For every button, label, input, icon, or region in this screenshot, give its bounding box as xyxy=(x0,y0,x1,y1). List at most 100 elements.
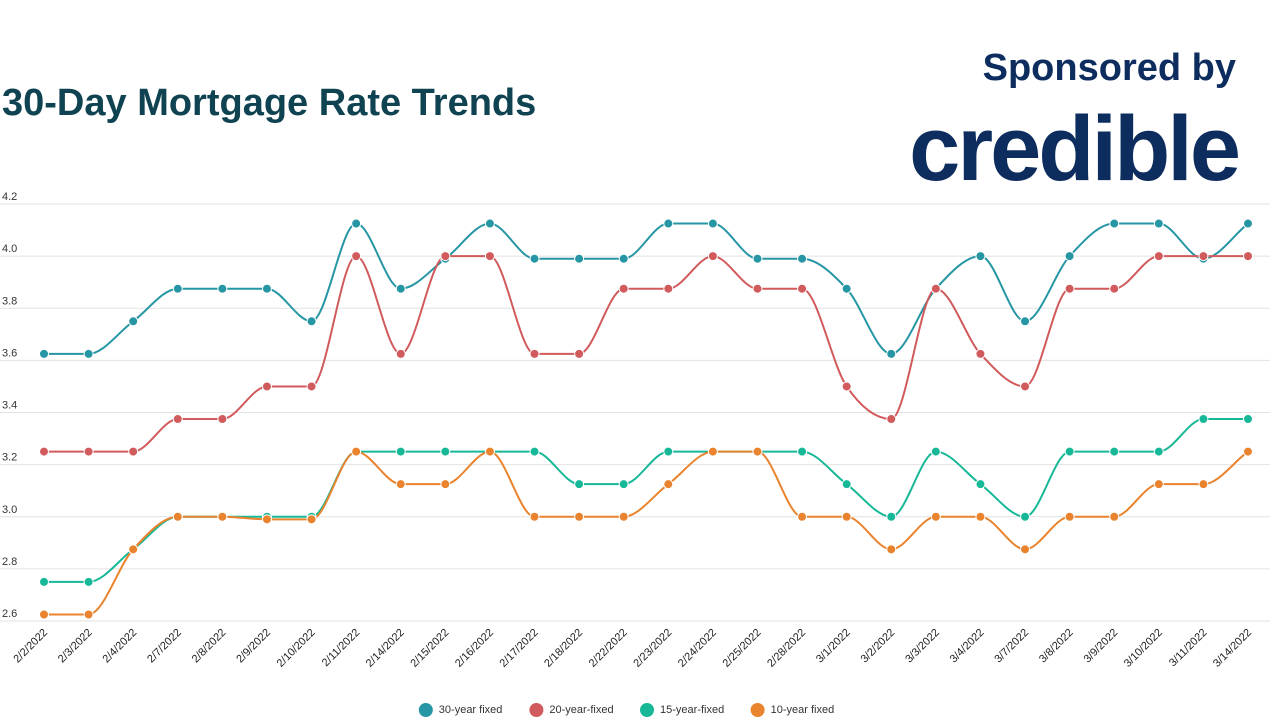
data-point xyxy=(351,446,362,457)
data-point xyxy=(306,514,317,525)
data-point xyxy=(484,251,495,262)
data-point xyxy=(39,348,49,359)
data-point xyxy=(261,381,272,392)
data-point xyxy=(217,283,228,294)
y-tick-label: 3.6 xyxy=(2,347,17,359)
series-line xyxy=(44,450,1249,616)
x-tick-label: 2/16/2022 xyxy=(453,627,496,670)
data-point xyxy=(886,544,897,555)
data-point xyxy=(1064,251,1075,262)
data-point xyxy=(752,283,763,294)
legend-label: 20-year-fixed xyxy=(549,704,613,716)
data-point xyxy=(395,283,406,294)
x-tick-label: 3/7/2022 xyxy=(992,627,1031,666)
x-tick-label: 2/9/2022 xyxy=(234,627,273,666)
data-point xyxy=(797,283,808,294)
data-point xyxy=(172,283,183,294)
data-point xyxy=(618,511,629,522)
data-point xyxy=(529,348,540,359)
legend-marker xyxy=(750,703,765,717)
data-point xyxy=(39,609,49,620)
chart-title: 30-Day Mortgage Rate Trends xyxy=(2,82,536,124)
data-point xyxy=(529,446,540,457)
data-point xyxy=(1198,414,1209,425)
data-point xyxy=(395,479,406,490)
series-line xyxy=(44,418,1248,583)
data-point xyxy=(529,253,540,264)
data-point xyxy=(797,253,808,264)
data-point xyxy=(440,251,451,262)
y-tick-label: 3.0 xyxy=(2,504,17,516)
data-point xyxy=(752,446,763,457)
x-tick-label: 3/4/2022 xyxy=(948,627,987,666)
y-tick-label: 4.2 xyxy=(2,191,17,203)
data-point xyxy=(707,218,718,229)
x-tick-label: 3/1/2022 xyxy=(814,627,853,666)
data-point xyxy=(841,479,852,490)
data-point xyxy=(975,511,986,522)
data-point xyxy=(1020,544,1031,555)
x-tick-label: 3/8/2022 xyxy=(1037,627,1076,666)
data-point xyxy=(395,446,406,457)
legend-marker xyxy=(418,703,433,717)
data-point xyxy=(1020,511,1031,522)
data-point xyxy=(1109,283,1120,294)
data-point xyxy=(128,446,139,457)
data-point xyxy=(574,479,585,490)
data-point xyxy=(1020,316,1031,327)
data-point xyxy=(1109,218,1120,229)
x-tick-label: 2/24/2022 xyxy=(676,627,719,670)
data-point xyxy=(172,511,183,522)
y-tick-label: 2.6 xyxy=(2,608,17,620)
data-point xyxy=(663,479,674,490)
data-point xyxy=(886,348,897,359)
x-tick-label: 3/14/2022 xyxy=(1211,627,1254,670)
legend-label: 10-year fixed xyxy=(771,704,835,716)
data-point xyxy=(1153,446,1164,457)
x-tick-label: 2/4/2022 xyxy=(101,627,140,666)
data-point xyxy=(1243,446,1253,457)
x-tick-label: 2/22/2022 xyxy=(587,627,630,670)
data-point xyxy=(1020,381,1031,392)
data-point xyxy=(975,348,986,359)
data-point xyxy=(841,283,852,294)
data-point xyxy=(529,511,540,522)
data-point xyxy=(1198,251,1209,262)
data-point xyxy=(618,479,629,490)
data-point xyxy=(1243,251,1253,262)
data-point xyxy=(440,479,451,490)
y-tick-label: 4.0 xyxy=(2,243,17,255)
data-point xyxy=(707,251,718,262)
data-point xyxy=(663,283,674,294)
data-point xyxy=(841,511,852,522)
data-point xyxy=(1153,479,1164,490)
y-tick-label: 3.8 xyxy=(2,295,17,307)
data-point xyxy=(886,414,897,425)
x-tick-label: 2/8/2022 xyxy=(190,627,229,666)
data-point xyxy=(1198,479,1209,490)
data-point xyxy=(261,514,272,525)
data-point xyxy=(1109,446,1120,457)
x-tick-label: 3/11/2022 xyxy=(1167,627,1210,670)
x-tick-label: 3/10/2022 xyxy=(1122,627,1165,670)
data-point xyxy=(574,348,585,359)
legend-label: 30-year fixed xyxy=(439,704,503,716)
data-point xyxy=(1064,511,1075,522)
data-point xyxy=(1243,414,1253,425)
data-point xyxy=(930,446,941,457)
data-point xyxy=(83,576,94,587)
x-tick-label: 2/3/2022 xyxy=(56,627,95,666)
data-point xyxy=(930,511,941,522)
data-point xyxy=(975,479,986,490)
x-tick-label: 3/9/2022 xyxy=(1082,627,1121,666)
data-point xyxy=(39,576,49,587)
data-point xyxy=(306,316,317,327)
data-point xyxy=(752,253,763,264)
x-tick-label: 3/2/2022 xyxy=(859,627,898,666)
data-point xyxy=(1064,446,1075,457)
data-point xyxy=(395,348,406,359)
data-point xyxy=(128,544,139,555)
data-point xyxy=(217,511,228,522)
sponsor-logo: credible xyxy=(909,98,1239,200)
